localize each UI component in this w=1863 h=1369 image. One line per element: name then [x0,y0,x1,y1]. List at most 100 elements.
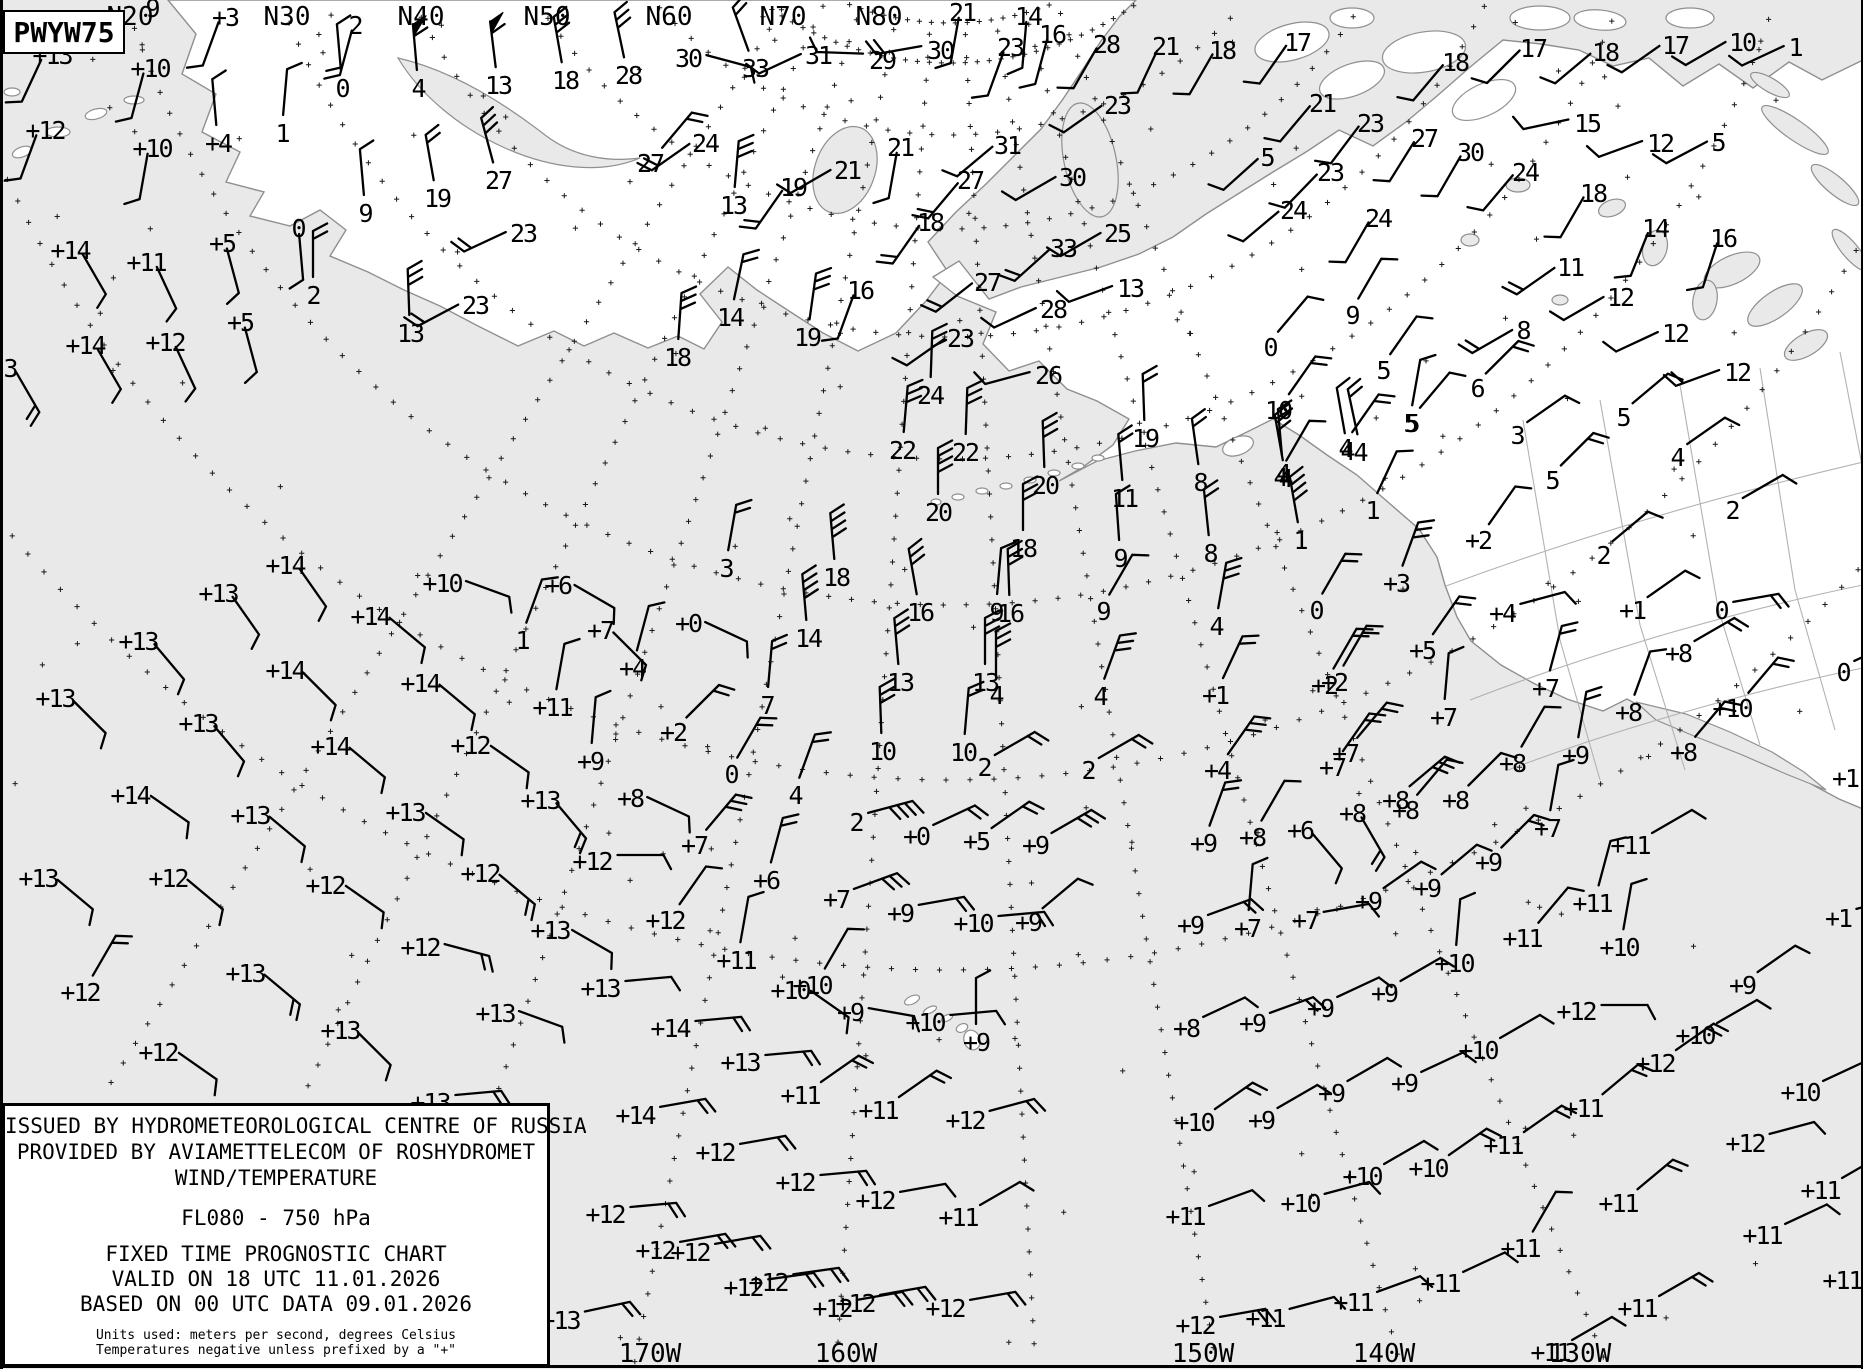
station: +13 [320,1016,392,1082]
wind-barb [406,259,424,317]
wind-barb [298,567,328,622]
wind-barb [1522,1104,1578,1134]
station-temperature: 1 [1365,496,1379,525]
chart-legend-box: ISSUED BY HYDROMETEOROLOGICAL CENTRE OF … [2,1103,587,1367]
station: 0 [335,14,351,103]
wind-barb [1539,52,1592,85]
station-temperature: +11 [780,1081,820,1110]
station-temperature: +14 [650,1014,690,1043]
station-temperature: +0 [675,609,702,638]
wind-barb [823,927,865,970]
wind-barb [974,969,992,1026]
station: 27 [480,105,514,195]
wind-barb [1821,1061,1863,1083]
station: 28 [980,295,1069,329]
station-temperature: +11 [858,1096,898,1125]
station-temperature: +12 [635,1236,674,1265]
station: 19 [738,173,809,230]
station: +11 [1563,1063,1654,1123]
station: 18 [1539,38,1621,85]
wind-barb [1606,44,1661,74]
wind-barb [1263,105,1311,143]
station-temperature: 15 [1574,109,1601,138]
station: 10 [950,680,985,767]
station-temperature: 12 [1607,283,1633,312]
wind-barb [1498,1013,1555,1040]
station-temperature: +7 [1430,703,1457,732]
station: +10 [422,569,513,614]
wind-barb [1268,173,1318,209]
station: +14 [650,1014,752,1043]
wind-barb [225,247,240,306]
station-temperature: 6 [1470,374,1484,403]
station-temperature: +8 [1239,823,1266,852]
station-temperature: 1 [515,626,529,655]
legend-provided-by: PROVIDED BY AVIAMETTELECOM OF ROSHYDROME… [16,1140,536,1164]
station-temperature: +12 [723,1273,762,1302]
wind-barb [997,910,1055,928]
station: 3 [1510,394,1581,450]
station: 18 [823,503,852,592]
wind-barb [1227,210,1280,243]
station-temperature: +5 [209,229,236,258]
wind-barb [1346,377,1363,436]
wind-barb [1276,399,1294,457]
station: +11 [1822,1266,1863,1295]
wind-barb [878,677,896,735]
station: +10 [1780,1061,1863,1107]
wind-barb [1411,353,1437,407]
station: 24 [636,129,721,172]
wind-barb [1531,1190,1573,1233]
station-temperature: +11 [1502,924,1542,953]
station-temperature: 19 [1132,424,1159,453]
wind-barb [1045,231,1102,258]
station: +14 [265,656,337,722]
station: 4 [411,15,429,103]
wind-barb [995,540,1017,596]
station: +11 [858,1069,953,1125]
wind-barb [1120,49,1159,95]
station-temperature: 18 [1592,38,1619,67]
station-temperature: +9 [1248,1106,1275,1135]
station-temperature: 30 [1457,138,1484,167]
station: +6 [1287,816,1343,885]
wind-barb [613,0,632,59]
station-temperature: +9 [837,998,864,1027]
wind-barb [1287,355,1333,396]
wind-barb [934,16,960,70]
wind-barb [893,608,911,666]
station: +14 [310,732,386,795]
station-temperature: +11 [1572,889,1612,918]
wind-barb [1288,1295,1347,1311]
station: +9 [1729,944,1811,1000]
station: 21 [872,133,916,205]
wind-barb [1341,712,1387,753]
station-temperature: +11 [1500,1234,1540,1263]
station-temperature: 31 [994,131,1021,160]
station: +8 [1499,705,1562,778]
wind-barb [450,230,507,253]
station: +7 [1332,701,1404,768]
station: 14 [717,248,761,332]
station: 27 [920,268,1003,313]
station: 27 [911,166,986,220]
wind-barb [573,583,616,626]
station-temperature: +12 [812,1294,851,1323]
wind-barb [243,326,258,385]
station-temperature: +13 [35,684,75,713]
station: +11 [1572,836,1628,918]
longitude-label: 170W [619,1339,682,1369]
station: 22 [889,378,924,465]
map-frame-right [1861,0,1863,1369]
station: +5 [1409,595,1477,665]
station-temperature: 19 [780,173,807,202]
wind-barb [801,564,819,622]
station: 27 [1372,124,1440,183]
station: +13 [198,579,261,650]
wind-barb [1549,758,1575,812]
wind-barb [1218,1307,1277,1325]
station: 19 [1132,364,1161,453]
chart-id-label: PWYW75 [13,15,115,49]
station: +12 [645,865,724,935]
station-temperature: +12 [305,871,344,900]
